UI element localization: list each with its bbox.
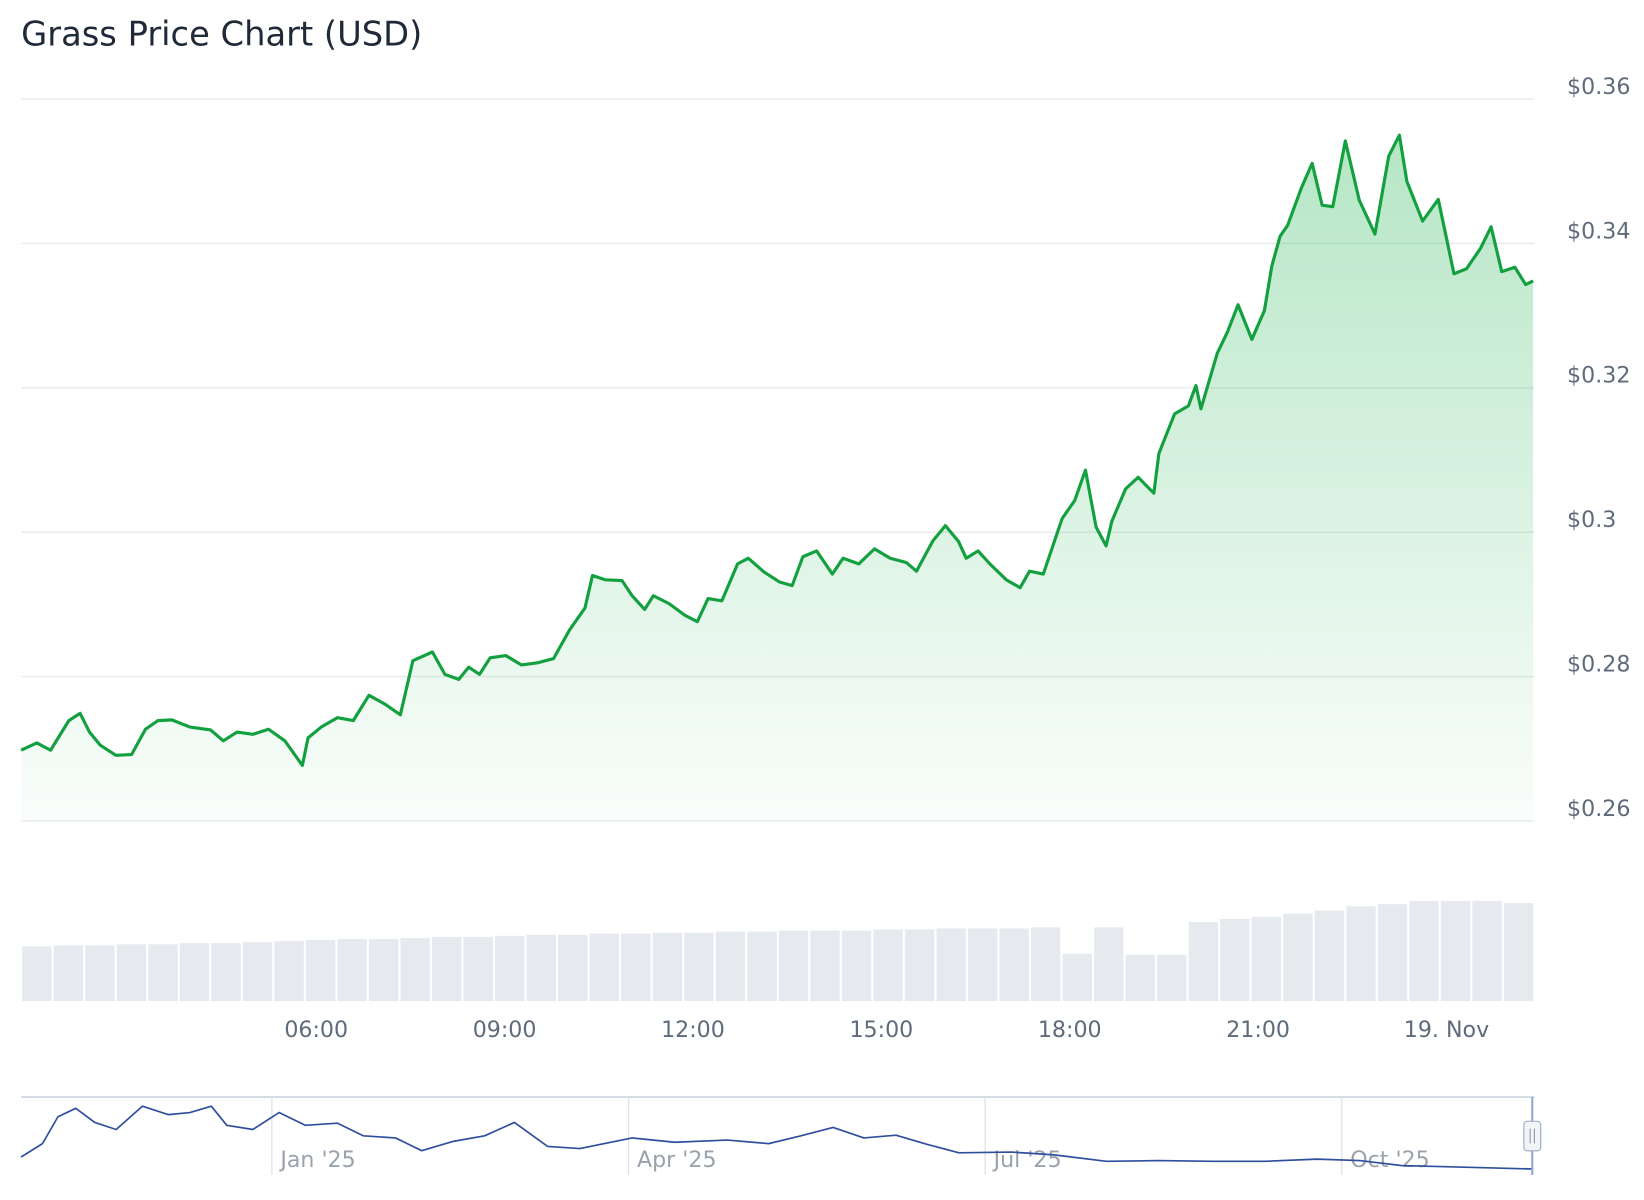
volume-bar bbox=[684, 932, 714, 1002]
volume-bar bbox=[936, 928, 966, 1002]
volume-bar bbox=[1440, 901, 1471, 1002]
volume-bar bbox=[1062, 953, 1092, 1002]
volume-bar bbox=[1409, 901, 1439, 1002]
volume-bar bbox=[747, 931, 777, 1002]
volume-bar bbox=[22, 946, 52, 1002]
volume-bar bbox=[558, 934, 588, 1002]
volume-bar bbox=[242, 942, 273, 1002]
price-area bbox=[21, 135, 1534, 821]
volume-bar bbox=[526, 934, 556, 1002]
volume-bar bbox=[778, 930, 809, 1002]
navigator-tick-label: Oct '25 bbox=[1350, 1147, 1430, 1173]
volume-bar bbox=[274, 941, 304, 1002]
price-line bbox=[20, 133, 1534, 767]
volume-bar bbox=[85, 945, 115, 1002]
volume-bar bbox=[841, 930, 872, 1002]
volume-bar bbox=[179, 943, 210, 1002]
y-tick-label: $0.28 bbox=[1567, 651, 1630, 677]
volume-bar bbox=[305, 940, 336, 1002]
navigator-line bbox=[20, 1105, 1534, 1170]
volume-bar bbox=[999, 928, 1029, 1002]
volume-bar bbox=[1094, 927, 1124, 1002]
volume-bar bbox=[1503, 903, 1534, 1002]
y-tick-label: $0.26 bbox=[1567, 796, 1630, 822]
volume-bar bbox=[53, 945, 84, 1002]
x-tick-label: 18:00 bbox=[1038, 1017, 1102, 1043]
volume-bar bbox=[873, 929, 903, 1002]
volume-bar bbox=[1220, 918, 1250, 1002]
y-tick-label: $0.32 bbox=[1567, 363, 1630, 389]
y-tick-label: $0.34 bbox=[1567, 218, 1630, 244]
volume-bar bbox=[1157, 954, 1187, 1002]
volume-bar bbox=[116, 944, 147, 1002]
y-tick-label: $0.3 bbox=[1567, 507, 1616, 533]
volume-bar bbox=[1251, 916, 1282, 1002]
volume-bar bbox=[495, 935, 525, 1002]
volume-bar bbox=[810, 930, 840, 1002]
volume-bar bbox=[1314, 910, 1345, 1002]
volume-bar bbox=[211, 943, 241, 1002]
y-tick-label: $0.36 bbox=[1567, 74, 1630, 100]
volume-bar bbox=[1125, 954, 1156, 1002]
volume-bar bbox=[1283, 913, 1313, 1002]
navigator-tick-label: Jul '25 bbox=[992, 1147, 1062, 1173]
volume-bar bbox=[967, 928, 998, 1002]
volume-bar bbox=[400, 937, 430, 1002]
volume-bar bbox=[1472, 901, 1502, 1002]
volume-bar bbox=[589, 933, 620, 1002]
volume-bar bbox=[621, 933, 651, 1002]
volume-bar bbox=[904, 929, 935, 1002]
volume-bar bbox=[715, 931, 746, 1002]
volume-bar bbox=[1346, 906, 1376, 1002]
volume-bar bbox=[148, 944, 178, 1002]
x-tick-label: 12:00 bbox=[661, 1017, 725, 1043]
volume-bar bbox=[463, 936, 493, 1002]
navigator-tick-label: Jan '25 bbox=[278, 1147, 355, 1173]
volume-bar bbox=[652, 932, 683, 1002]
x-tick-label: 19. Nov bbox=[1404, 1017, 1489, 1043]
x-tick-label: 06:00 bbox=[284, 1017, 348, 1043]
volume-bar bbox=[1031, 927, 1061, 1002]
x-tick-label: 09:00 bbox=[473, 1017, 537, 1043]
volume-bar bbox=[431, 936, 462, 1002]
volume-bar bbox=[1188, 922, 1219, 1002]
chart-title: Grass Price Chart (USD) bbox=[21, 14, 422, 53]
volume-bar bbox=[337, 938, 367, 1002]
navigator-tick-label: Apr '25 bbox=[637, 1147, 717, 1173]
x-tick-label: 21:00 bbox=[1226, 1017, 1290, 1043]
volume-bar bbox=[368, 938, 399, 1002]
volume-bar bbox=[1377, 904, 1408, 1002]
navigator-handle[interactable] bbox=[1523, 1097, 1542, 1176]
x-tick-label: 15:00 bbox=[849, 1017, 913, 1043]
